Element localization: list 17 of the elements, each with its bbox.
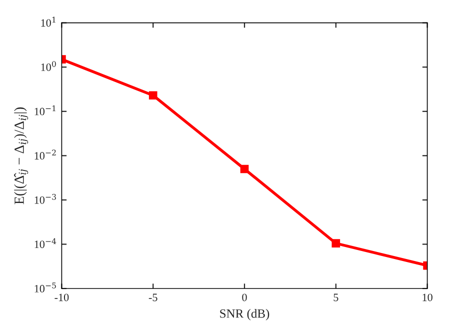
x-tick-label: -5 [148, 294, 158, 302]
point [240, 164, 249, 174]
y-tick-label: 10$^{0}$ [41, 61, 56, 71]
y-tick-label: 10$^{−3}$ [34, 194, 56, 204]
x-tick-label: 10 [422, 294, 432, 302]
x-tick-label: 5 [334, 294, 338, 302]
y-axis-title: E(|(Δ̂$_{ij}$ − Δ$_{ij}$)/Δ$_{ij}$|) [14, 107, 28, 204]
y-tick-label: 10$^{−1}$ [34, 105, 56, 116]
x-tick-label: 0 [242, 294, 247, 302]
point [332, 239, 340, 248]
point [148, 91, 158, 100]
x-axis-title: SNR (dB) [220, 309, 270, 320]
x-tick-label: -10 [54, 294, 69, 302]
y-tick-label: 10$^{−4}$ [34, 238, 56, 248]
y-tick-label: 10$^{1}$ [41, 16, 56, 27]
y-tick-label: 10$^{−5}$ [34, 282, 56, 292]
y-tick-label: 10$^{−2}$ [34, 150, 56, 160]
